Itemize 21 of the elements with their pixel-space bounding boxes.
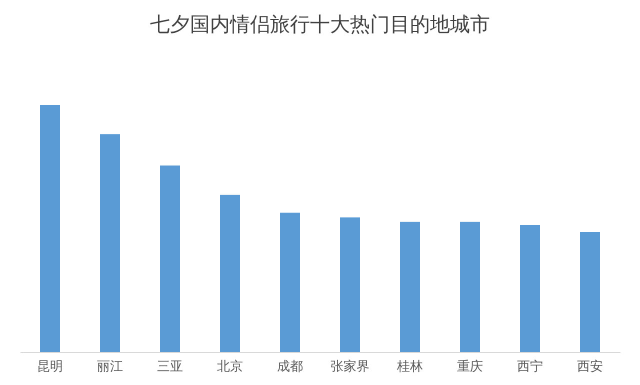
bar [100,134,120,352]
bar [400,222,420,352]
bar [40,105,60,352]
x-tick-label: 桂林 [396,360,423,374]
x-tick-label: 成都 [277,360,303,374]
bar [280,212,300,352]
bar [520,225,540,352]
x-tick-label: 昆明 [37,360,63,374]
bar [160,166,180,352]
bar [340,217,360,352]
bar [460,222,480,352]
bar [580,232,600,352]
x-tick-label: 北京 [217,360,243,374]
x-tick-label: 张家界 [330,358,370,374]
chart-title: 七夕国内情侣旅行十大热门目的地城市 [150,12,490,36]
x-tick-label: 西宁 [517,358,543,374]
x-tick-label: 重庆 [457,360,483,374]
x-tick-label: 西安 [577,358,603,374]
bar [220,194,240,352]
x-tick-label: 丽江 [97,360,123,374]
x-tick-label: 三亚 [157,360,183,374]
